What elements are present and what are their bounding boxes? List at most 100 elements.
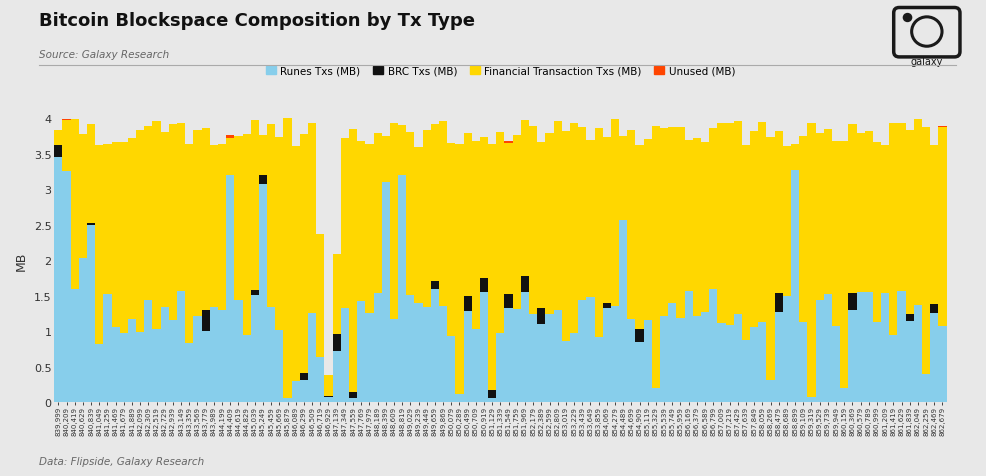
Bar (587, 141, 595, 298)
Bar (505, 141, 513, 144)
Bar (905, 315, 914, 322)
Bar (595, 338, 602, 402)
Bar (79, 135, 87, 258)
Bar (235, 301, 243, 402)
Bar (823, 294, 832, 402)
Bar (250, 290, 259, 296)
Bar (480, 138, 488, 278)
Bar (398, 175, 406, 402)
Bar (881, 293, 889, 402)
Bar (201, 331, 210, 402)
Bar (389, 319, 398, 402)
Bar (283, 398, 292, 402)
Bar (611, 307, 619, 402)
Bar (349, 392, 357, 398)
Bar (463, 311, 471, 402)
Bar (611, 120, 619, 307)
Bar (119, 143, 128, 334)
Bar (382, 137, 389, 182)
Bar (366, 314, 374, 402)
Bar (734, 122, 741, 314)
Bar (897, 291, 905, 402)
Text: Source: Galaxy Research: Source: Galaxy Research (39, 50, 170, 60)
Bar (357, 142, 366, 301)
Bar (218, 145, 226, 311)
Bar (243, 336, 250, 402)
Bar (644, 320, 652, 402)
Bar (349, 398, 357, 402)
Y-axis label: MB: MB (15, 251, 29, 270)
Bar (267, 307, 275, 402)
Bar (136, 332, 144, 402)
Bar (463, 134, 471, 296)
Bar (726, 325, 734, 402)
Bar (505, 144, 513, 294)
Bar (471, 329, 480, 402)
Bar (669, 303, 676, 402)
Bar (521, 121, 529, 277)
Bar (243, 134, 250, 336)
Bar (783, 147, 791, 296)
Bar (349, 129, 357, 392)
Bar (332, 334, 341, 351)
Bar (414, 303, 423, 402)
Bar (366, 144, 374, 314)
Bar (570, 333, 578, 402)
Bar (726, 124, 734, 325)
Bar (218, 311, 226, 402)
Bar (480, 292, 488, 402)
Bar (54, 130, 62, 145)
Bar (734, 314, 741, 402)
Bar (684, 292, 693, 402)
Bar (471, 142, 480, 329)
Bar (292, 147, 300, 381)
Bar (259, 175, 267, 184)
Bar (815, 134, 823, 300)
Bar (406, 132, 414, 295)
Bar (873, 142, 881, 323)
Bar (423, 131, 431, 307)
Bar (235, 137, 243, 301)
Bar (193, 317, 201, 402)
Bar (54, 145, 62, 158)
Bar (226, 136, 235, 139)
Bar (619, 221, 627, 402)
Bar (905, 130, 914, 315)
Bar (87, 224, 96, 226)
Bar (357, 301, 366, 402)
Bar (758, 122, 766, 323)
Bar (480, 278, 488, 292)
Bar (226, 139, 235, 176)
Bar (79, 258, 87, 402)
Bar (873, 323, 881, 402)
Bar (488, 398, 496, 402)
Bar (775, 293, 783, 312)
Bar (676, 318, 684, 402)
Bar (587, 298, 595, 402)
Bar (857, 292, 865, 402)
Text: galaxy: galaxy (911, 57, 943, 67)
Bar (259, 136, 267, 175)
Bar (275, 137, 283, 331)
Bar (619, 136, 627, 221)
Bar (669, 128, 676, 303)
Bar (766, 380, 775, 402)
Bar (627, 320, 635, 402)
Bar (857, 134, 865, 292)
Bar (660, 317, 669, 402)
Bar (922, 374, 930, 402)
Bar (488, 145, 496, 390)
Bar (308, 313, 317, 402)
Bar (259, 184, 267, 402)
Bar (644, 139, 652, 320)
Bar (832, 327, 840, 402)
Bar (496, 132, 505, 333)
Bar (87, 226, 96, 402)
Bar (71, 120, 79, 290)
Bar (317, 357, 324, 402)
Bar (783, 296, 791, 402)
Bar (775, 312, 783, 402)
Bar (431, 125, 439, 282)
Bar (62, 120, 71, 121)
Bar (448, 336, 456, 402)
